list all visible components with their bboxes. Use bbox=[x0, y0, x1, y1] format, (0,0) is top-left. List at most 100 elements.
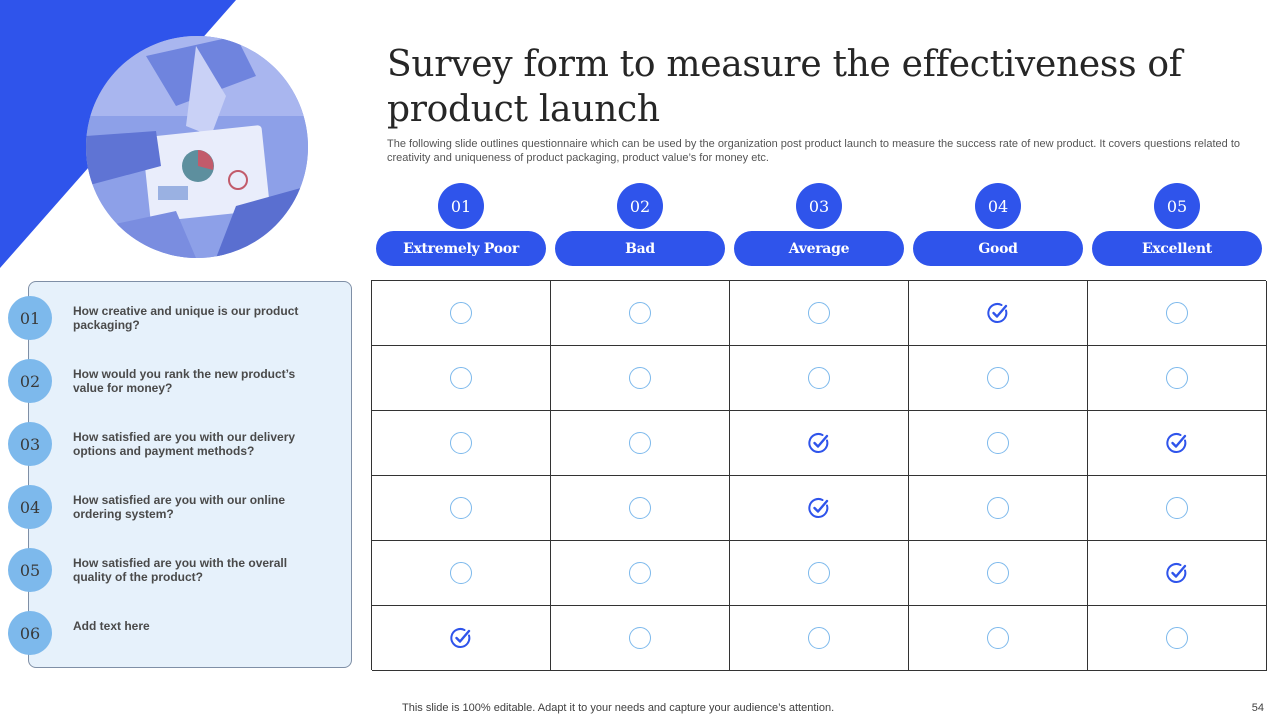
grid-cell bbox=[372, 476, 551, 541]
grid-cell bbox=[372, 281, 551, 346]
grid-cell bbox=[730, 281, 909, 346]
rating-label-pill: Good bbox=[913, 231, 1083, 266]
check-circle-icon[interactable] bbox=[450, 627, 472, 649]
footer-note: This slide is 100% editable. Adapt it to… bbox=[402, 702, 835, 714]
check-circle-icon[interactable] bbox=[808, 432, 830, 454]
rating-number-badge: 04 bbox=[975, 183, 1021, 229]
question-number-badge: 04 bbox=[8, 485, 52, 529]
radio-empty-icon[interactable] bbox=[808, 367, 830, 389]
rating-header-2: 02 Bad bbox=[555, 183, 725, 273]
radio-empty-icon[interactable] bbox=[629, 302, 651, 324]
question-number-badge: 06 bbox=[8, 611, 52, 655]
grid-cell bbox=[1088, 476, 1267, 541]
rating-number-badge: 02 bbox=[617, 183, 663, 229]
check-circle-icon[interactable] bbox=[1166, 562, 1188, 584]
grid-cell bbox=[1088, 606, 1267, 671]
grid-cell bbox=[730, 411, 909, 476]
rating-label-pill: Bad bbox=[555, 231, 725, 266]
radio-empty-icon[interactable] bbox=[450, 497, 472, 519]
grid-cell bbox=[372, 346, 551, 411]
question-text: Add text here bbox=[73, 619, 150, 633]
radio-empty-icon[interactable] bbox=[1166, 367, 1188, 389]
question-text: How satisfied are you with our delivery … bbox=[73, 430, 296, 458]
radio-empty-icon[interactable] bbox=[450, 432, 472, 454]
business-meeting-photo bbox=[86, 36, 308, 258]
rating-label-pill: Average bbox=[734, 231, 904, 266]
rating-number-badge: 01 bbox=[438, 183, 484, 229]
check-circle-icon[interactable] bbox=[1166, 432, 1188, 454]
radio-empty-icon[interactable] bbox=[987, 367, 1009, 389]
grid-cell bbox=[909, 606, 1088, 671]
rating-number-badge: 05 bbox=[1154, 183, 1200, 229]
radio-empty-icon[interactable] bbox=[808, 302, 830, 324]
question-row: 03 How satisfied are you with our deliver… bbox=[8, 422, 338, 466]
radio-empty-icon[interactable] bbox=[629, 562, 651, 584]
grid-cell bbox=[551, 606, 730, 671]
page-number: 54 bbox=[1251, 702, 1264, 714]
question-text: How creative and unique is our product p… bbox=[73, 304, 299, 332]
question-row: 02 How would you rank the new product’s v… bbox=[8, 359, 338, 403]
grid-cell bbox=[730, 541, 909, 606]
grid-cell bbox=[551, 411, 730, 476]
grid-cell bbox=[551, 346, 730, 411]
survey-grid bbox=[371, 280, 1267, 671]
grid-cell bbox=[730, 606, 909, 671]
question-number-badge: 05 bbox=[8, 548, 52, 592]
grid-cell bbox=[909, 346, 1088, 411]
rating-header-5: 05 Excellent bbox=[1092, 183, 1262, 273]
question-text: How would you rank the new product’s val… bbox=[73, 367, 296, 395]
radio-empty-icon[interactable] bbox=[629, 627, 651, 649]
questions-panel bbox=[28, 281, 352, 668]
question-number-badge: 03 bbox=[8, 422, 52, 466]
radio-empty-icon[interactable] bbox=[450, 367, 472, 389]
radio-empty-icon[interactable] bbox=[629, 497, 651, 519]
grid-cell bbox=[551, 281, 730, 346]
question-number-badge: 01 bbox=[8, 296, 52, 340]
grid-cell bbox=[909, 541, 1088, 606]
radio-empty-icon[interactable] bbox=[987, 562, 1009, 584]
grid-cell bbox=[730, 346, 909, 411]
radio-empty-icon[interactable] bbox=[987, 432, 1009, 454]
radio-empty-icon[interactable] bbox=[1166, 497, 1188, 519]
rating-header-1: 01 Extremely Poor bbox=[376, 183, 546, 273]
radio-empty-icon[interactable] bbox=[808, 562, 830, 584]
slide-subtitle: The following slide outlines questionnai… bbox=[387, 138, 1240, 164]
slide-title: Survey form to measure the effectiveness… bbox=[387, 44, 1182, 130]
grid-cell bbox=[1088, 411, 1267, 476]
question-text: How satisfied are you with our online or… bbox=[73, 493, 286, 521]
question-row: 01 How creative and unique is our product… bbox=[8, 296, 338, 340]
question-row: 04 How satisfied are you with our online … bbox=[8, 485, 338, 529]
question-text: How satisfied are you with the overall q… bbox=[73, 556, 288, 584]
check-circle-icon[interactable] bbox=[808, 497, 830, 519]
radio-empty-icon[interactable] bbox=[629, 367, 651, 389]
grid-cell bbox=[372, 411, 551, 476]
grid-cell bbox=[551, 476, 730, 541]
radio-empty-icon[interactable] bbox=[1166, 627, 1188, 649]
question-row: 05 How satisfied are you with the overall… bbox=[8, 548, 338, 592]
radio-empty-icon[interactable] bbox=[987, 627, 1009, 649]
rating-number-badge: 03 bbox=[796, 183, 842, 229]
grid-cell bbox=[730, 476, 909, 541]
rating-header-4: 04 Good bbox=[913, 183, 1083, 273]
radio-empty-icon[interactable] bbox=[450, 562, 472, 584]
radio-empty-icon[interactable] bbox=[1166, 302, 1188, 324]
grid-cell bbox=[1088, 541, 1267, 606]
grid-cell bbox=[909, 411, 1088, 476]
grid-cell bbox=[372, 606, 551, 671]
rating-label-pill: Excellent bbox=[1092, 231, 1262, 266]
radio-empty-icon[interactable] bbox=[987, 497, 1009, 519]
grid-cell bbox=[372, 541, 551, 606]
question-row: 06 Add text here bbox=[8, 611, 338, 655]
radio-empty-icon[interactable] bbox=[629, 432, 651, 454]
grid-cell bbox=[551, 541, 730, 606]
radio-empty-icon[interactable] bbox=[450, 302, 472, 324]
grid-cell bbox=[1088, 281, 1267, 346]
rating-label-pill: Extremely Poor bbox=[376, 231, 546, 266]
rating-header-3: 03 Average bbox=[734, 183, 904, 273]
grid-cell bbox=[1088, 346, 1267, 411]
grid-cell bbox=[909, 476, 1088, 541]
grid-cell bbox=[909, 281, 1088, 346]
check-circle-icon[interactable] bbox=[987, 302, 1009, 324]
radio-empty-icon[interactable] bbox=[808, 627, 830, 649]
question-number-badge: 02 bbox=[8, 359, 52, 403]
